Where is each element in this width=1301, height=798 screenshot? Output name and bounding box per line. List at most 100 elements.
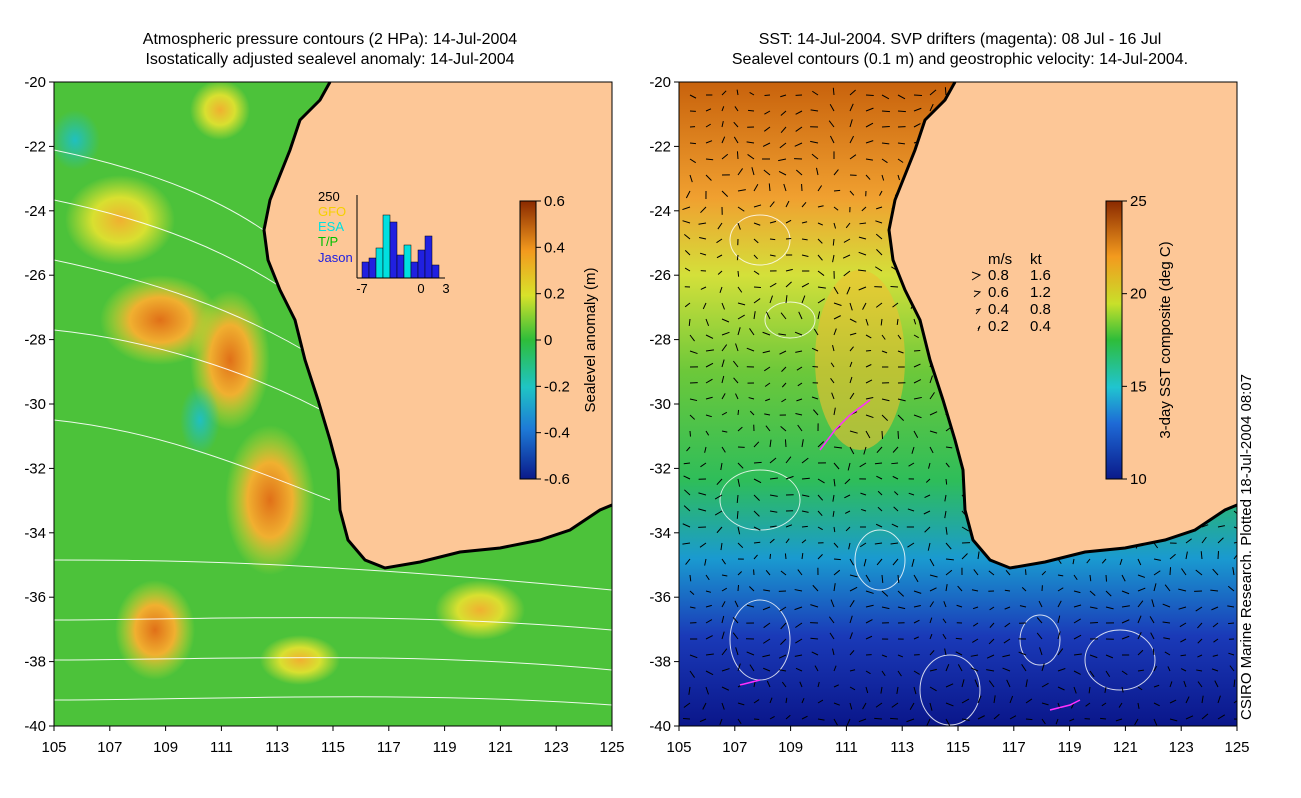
velocity-arrow	[721, 601, 726, 608]
velocity-arrow	[795, 667, 803, 672]
velocity-arrow	[865, 686, 869, 694]
velocity-arrow	[945, 718, 951, 726]
velocity-arrow	[893, 491, 899, 496]
coastline	[262, 82, 612, 570]
velocity-arrow-glyph	[977, 325, 981, 332]
velocity-arrow	[684, 267, 691, 272]
velocity-arrow	[1101, 702, 1107, 707]
velocity-arrow	[813, 328, 819, 336]
velocity-arrow	[881, 334, 886, 340]
velocity-arrow	[733, 136, 739, 144]
velocity-arrow	[796, 366, 803, 371]
velocity-arrow	[832, 345, 835, 352]
velocity-arrow	[780, 622, 787, 630]
velocity-arrow	[779, 350, 787, 355]
velocity-arrow	[865, 430, 871, 439]
velocity-arrow	[860, 492, 867, 496]
velocity-arrow	[875, 302, 883, 308]
velocity-arrow	[817, 441, 825, 448]
velocity-arrow	[817, 681, 820, 688]
velocity-arrow	[832, 87, 835, 96]
velocity-arrow	[732, 360, 739, 368]
velocity-arrow	[913, 349, 921, 352]
anomaly-blob	[260, 635, 340, 685]
velocity-arrow	[753, 254, 758, 260]
velocity-arrow	[1201, 536, 1207, 544]
velocity-arrow	[892, 558, 899, 566]
velocity-arrow	[944, 648, 947, 656]
velocity-arrow	[961, 553, 968, 560]
histogram-bar	[417, 249, 426, 279]
velocity-arrow	[832, 494, 835, 502]
velocity-arrow	[881, 414, 889, 421]
velocity-arrow	[1041, 718, 1046, 725]
velocity-arrow	[929, 558, 935, 567]
velocity-arrow	[737, 206, 745, 212]
velocity-arrow	[874, 266, 883, 272]
velocity-arrow	[1162, 621, 1171, 624]
sst-colorbar-ramp	[1105, 200, 1123, 480]
velocity-arrow	[705, 590, 712, 593]
y-tick-label: -26	[24, 267, 46, 284]
histogram-xtick: 3	[442, 281, 449, 296]
colorbar-tick-label: 20	[1130, 286, 1147, 303]
velocity-arrow	[1121, 590, 1130, 595]
velocity-arrow	[1041, 682, 1049, 688]
velocity-arrow	[1025, 718, 1033, 721]
velocity-arrow	[685, 558, 691, 565]
velocity-arrow	[734, 106, 739, 112]
velocity-arrow	[957, 664, 963, 672]
velocity-arrow	[988, 638, 995, 645]
velocity-arrow	[897, 142, 905, 145]
velocity-arrow	[1085, 702, 1091, 707]
velocity-arrow	[956, 604, 963, 608]
velocity-arrow	[721, 153, 729, 160]
australia-land	[889, 82, 1237, 568]
colorbar-tick-label: -0.4	[544, 425, 570, 442]
velocity-ms: 0.6	[988, 284, 1009, 301]
velocity-arrow	[845, 526, 851, 532]
velocity-arrow	[1164, 584, 1171, 592]
velocity-arrow	[801, 295, 806, 304]
velocity-arrow	[769, 282, 777, 288]
velocity-arrow	[801, 201, 807, 208]
velocity-arrow	[689, 334, 695, 342]
velocity-arrow	[769, 439, 772, 448]
velocity-arrow	[796, 398, 803, 402]
velocity-arrow	[865, 107, 874, 112]
velocity-arrow	[699, 252, 707, 256]
velocity-arrow	[1104, 686, 1107, 693]
velocity-arrow	[928, 462, 931, 469]
velocity-arrow	[961, 679, 965, 688]
velocity-arrow	[913, 686, 917, 695]
velocity-arrow	[1183, 680, 1187, 688]
velocity-arrow	[865, 635, 873, 640]
velocity-arrow	[1217, 525, 1225, 528]
velocity-arrow	[716, 254, 723, 259]
velocity-arrow	[762, 350, 771, 354]
velocity-arrow	[753, 222, 761, 226]
velocity-arrow	[811, 347, 819, 352]
velocity-arrow	[849, 135, 855, 144]
velocity-arrow	[763, 169, 771, 176]
velocity-arrow	[794, 331, 803, 336]
velocity-arrow	[897, 606, 906, 610]
velocity-arrow	[943, 601, 947, 608]
velocity-arrow	[913, 619, 920, 624]
velocity-arrow	[842, 254, 851, 259]
velocity-arrow	[799, 681, 803, 688]
velocity-arrow	[705, 174, 712, 181]
velocity-arrow	[833, 684, 839, 688]
velocity-arrow	[721, 558, 726, 565]
velocity-arrow	[698, 508, 707, 512]
y-tick-label: -34	[649, 525, 671, 542]
velocity-arrow	[737, 571, 743, 576]
velocity-arrow	[977, 551, 980, 560]
velocity-arrow	[764, 382, 771, 387]
velocity-arrow	[778, 158, 787, 162]
velocity-arrow	[913, 670, 920, 675]
velocity-arrow	[780, 426, 787, 432]
velocity-arrow	[814, 665, 819, 672]
velocity-arrow	[989, 606, 995, 611]
velocity-arrow	[705, 604, 712, 608]
